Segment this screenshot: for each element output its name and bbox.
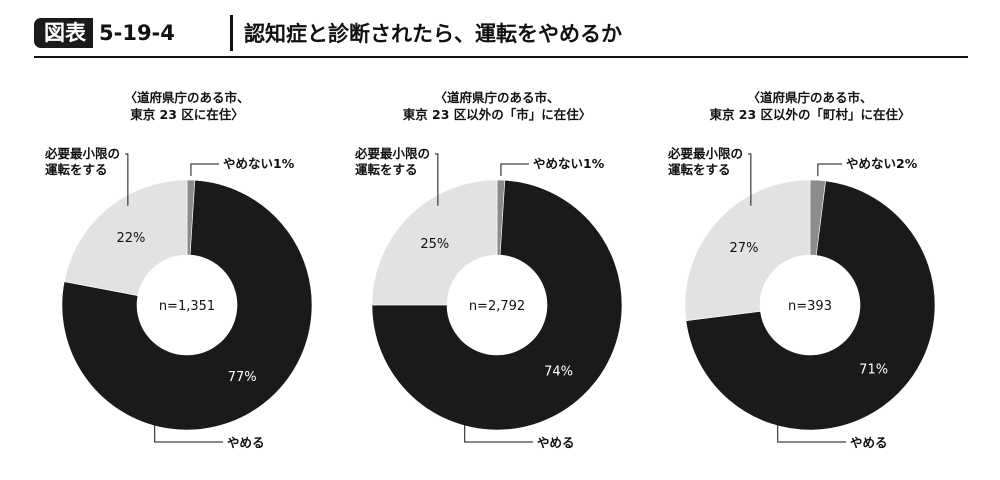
slice-yameru (61, 179, 313, 431)
callout-minimum-line2: 運転をする (45, 162, 108, 177)
slice-yameru (371, 179, 623, 431)
slice-minimum-driving (63, 179, 188, 296)
donut-chart-1: 〈道府県庁のある市、東京 23 区に在住〉 n=1,351 77% 22% やめない1%… (44, 90, 313, 450)
slice-yameru (685, 180, 936, 431)
callout-line-minimum (435, 153, 439, 206)
percent-label-minimum: 22% (116, 231, 145, 246)
figure-title: 認知症と診断されたら、運転をやめるか (244, 22, 622, 46)
callout-yameru: やめる (227, 435, 265, 450)
callout-minimum-line1: 必要最小限の (44, 146, 120, 161)
slice-minimum-driving (684, 179, 811, 322)
callout-line-yamenai (190, 163, 219, 177)
callout-minimum-line1: 必要最小限の (354, 146, 430, 161)
slice-minimum-driving (371, 179, 498, 306)
callout-yameru: やめる (537, 435, 575, 450)
percent-label-yameru: 77% (228, 370, 257, 385)
callout-line-minimum (125, 153, 129, 206)
callout-minimum-line2: 運転をする (668, 162, 731, 177)
callout-line-yameru (154, 421, 223, 443)
callout-line-yameru (464, 421, 533, 443)
chart-title-line: 東京 23 区以外の「市」に在住〉 (403, 107, 592, 122)
callout-line-yameru (777, 421, 846, 443)
sample-size-label: n=1,351 (159, 299, 215, 314)
callout-yamenai: やめない2% (846, 156, 918, 171)
sample-size-label: n=393 (788, 299, 832, 314)
callout-yameru: やめる (850, 435, 888, 450)
percent-label-yameru: 71% (859, 363, 888, 378)
chart-title-line: 東京 23 区以外の「町村」に在住〉 (709, 107, 910, 122)
chart-title-line: 〈道府県庁のある市、 (124, 90, 249, 105)
chart-title-line: 〈道府県庁のある市、 (747, 90, 872, 105)
percent-label-yameru: 74% (544, 365, 573, 380)
donut-chart-2: 〈道府県庁のある市、東京 23 区以外の「市」に在住〉 n=2,792 74% 25%… (354, 90, 623, 450)
figure-number: 5-19-4 (99, 21, 175, 45)
callout-yamenai: やめない1% (223, 156, 295, 171)
sample-size-label: n=2,792 (469, 299, 525, 314)
figure-badge: 図表 5-19-4 (34, 18, 183, 48)
percent-label-minimum: 27% (730, 241, 759, 256)
callout-yamenai: やめない1% (533, 156, 605, 171)
header-rule (34, 56, 968, 58)
callout-line-yamenai (500, 163, 529, 177)
chart-title-line: 〈道府県庁のある市、 (434, 90, 559, 105)
percent-label-minimum: 25% (420, 237, 449, 252)
callout-minimum-line1: 必要最小限の (667, 146, 743, 161)
callout-line-yamenai (817, 163, 842, 177)
chart-title-line: 東京 23 区に在住〉 (130, 107, 244, 122)
title-separator (230, 15, 233, 51)
callout-minimum-line2: 運転をする (355, 162, 418, 177)
figure-header: 図表 5-19-4 認知症と診断されたら、運転をやめるか (34, 12, 974, 54)
figure-badge-label: 図表 (34, 18, 93, 48)
callout-line-minimum (748, 153, 752, 206)
donut-chart-3: 〈道府県庁のある市、東京 23 区以外の「町村」に在住〉 n=393 71% 27% や… (667, 90, 936, 450)
